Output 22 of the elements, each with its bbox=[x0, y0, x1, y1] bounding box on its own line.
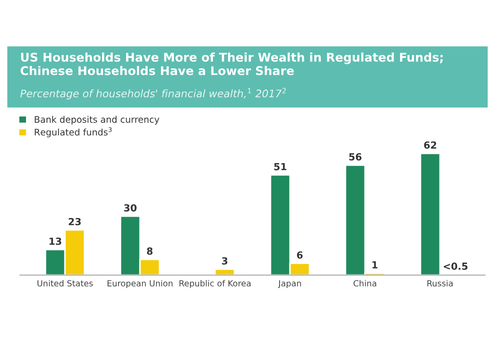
data-label: 3 bbox=[222, 257, 228, 265]
data-label: 8 bbox=[146, 247, 153, 255]
data-label: 6 bbox=[296, 251, 303, 259]
data-label: 62 bbox=[424, 141, 436, 149]
x-tick-label: Japan bbox=[278, 280, 301, 288]
legend-label: Regulated funds$^{3}$ bbox=[34, 127, 112, 138]
data-label: 23 bbox=[68, 218, 81, 226]
chart-subtitle: Percentage of households' financial wealth,$^{1}$ 2017$^{2}$ bbox=[20, 88, 286, 100]
bar bbox=[214, 268, 236, 276]
data-label: 51 bbox=[274, 163, 286, 170]
data-label: 13 bbox=[50, 238, 62, 245]
x-tick-label: United States bbox=[38, 280, 93, 286]
x-tick-label: China bbox=[354, 280, 376, 286]
x-tick-label: European Union bbox=[108, 280, 172, 288]
x-tick-label: Russia bbox=[427, 280, 453, 286]
legend-label: Bank deposits and currency bbox=[34, 116, 160, 125]
data-label: 30 bbox=[124, 204, 137, 212]
data-label: <0.5 bbox=[444, 262, 468, 270]
chart-title: US Households Have More of Their Wealth in Regulated Funds; Chinese Households Have a Lower Share bbox=[20, 52, 443, 76]
data-label: 1 bbox=[372, 261, 378, 268]
x-tick-label: Republic of Korea bbox=[180, 280, 251, 288]
data-label: 56 bbox=[349, 153, 362, 161]
